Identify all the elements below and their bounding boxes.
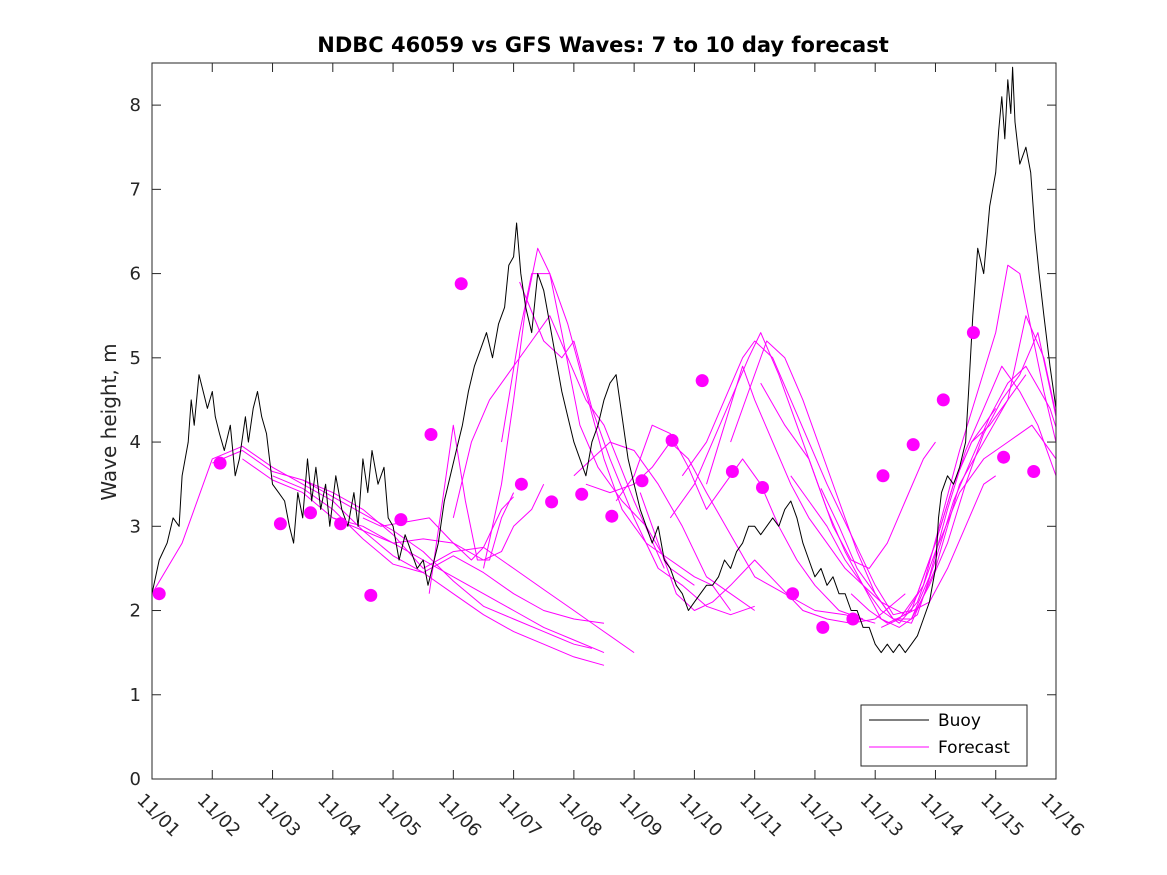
forecast-marker-26: [1027, 465, 1041, 478]
forecast-line-17: [669, 332, 936, 569]
forecast-marker-17: [756, 481, 769, 494]
forecast-line-22: [790, 365, 1056, 628]
forecast-marker-11: [575, 487, 589, 501]
plot-area: [152, 63, 1056, 779]
forecast-line-20: [730, 340, 1027, 624]
forecast-marker-16: [725, 465, 739, 478]
y-tick-label-5: 5: [130, 348, 141, 369]
y-tick-label-7: 7: [130, 179, 141, 200]
legend-box: [860, 704, 1028, 767]
forecast-line-11: [501, 273, 732, 611]
forecast-marker-5: [364, 588, 378, 602]
forecast-marker-0: [152, 587, 166, 601]
chart-title: NDBC 46059 vs GFS Waves: 7 to 10 day for…: [317, 33, 888, 57]
marker-layer: [152, 277, 1041, 634]
forecast-marker-1: [213, 456, 227, 470]
forecast-marker-8: [454, 277, 468, 291]
forecast-line-7: [362, 496, 514, 561]
y-tick-label-2: 2: [130, 601, 141, 622]
forecast-line-5: [302, 479, 635, 654]
forecast-line-1: [152, 445, 605, 666]
forecast-marker-19: [816, 620, 830, 634]
forecast-line-21: [760, 382, 1056, 624]
forecast-line-9: [452, 315, 665, 569]
forecast-marker-2: [273, 517, 287, 531]
forecast-marker-22: [906, 438, 920, 452]
forecast-marker-12: [605, 509, 619, 523]
forecast-marker-25: [997, 450, 1011, 464]
y-tick-label-6: 6: [130, 264, 141, 285]
forecast-line-24: [850, 264, 1056, 624]
forecast-line-19: [706, 365, 996, 616]
forecast-marker-18: [786, 587, 800, 601]
forecast-marker-13: [635, 474, 649, 488]
legend-label-forecast: Forecast: [938, 738, 1010, 758]
forecast-marker-9: [514, 477, 528, 491]
plot-frame: [151, 62, 1057, 780]
forecast-marker-23: [936, 393, 950, 407]
forecast-marker-3: [304, 506, 317, 520]
forecast-line-26: [910, 332, 1056, 620]
forecast-marker-7: [424, 428, 438, 441]
forecast-line-25: [880, 315, 1056, 628]
forecast-marker-24: [966, 326, 980, 340]
y-tick-label-0: 0: [130, 769, 141, 790]
forecast-marker-15: [695, 374, 709, 388]
buoy-line: [152, 66, 1056, 654]
forecast-marker-14: [665, 433, 679, 447]
legend-label-buoy: Buoy: [938, 711, 981, 731]
forecast-marker-20: [846, 612, 860, 626]
y-tick-label-3: 3: [130, 516, 141, 537]
forecast-marker-10: [545, 495, 559, 509]
y-tick-label-4: 4: [130, 432, 141, 453]
forecast-line-8: [428, 424, 515, 594]
forecast-marker-21: [876, 469, 890, 483]
forecast-marker-4: [334, 517, 348, 531]
y-axis-label: Wave height, m: [97, 343, 121, 500]
y-tick-label-1: 1: [130, 685, 141, 706]
y-tick-label-8: 8: [130, 95, 141, 116]
forecast-line-23: [820, 365, 1056, 620]
legend: Buoy Forecast: [860, 704, 1028, 767]
forecast-line-13: [573, 441, 755, 611]
forecast-marker-6: [394, 513, 408, 527]
forecast-line-6: [332, 483, 545, 561]
